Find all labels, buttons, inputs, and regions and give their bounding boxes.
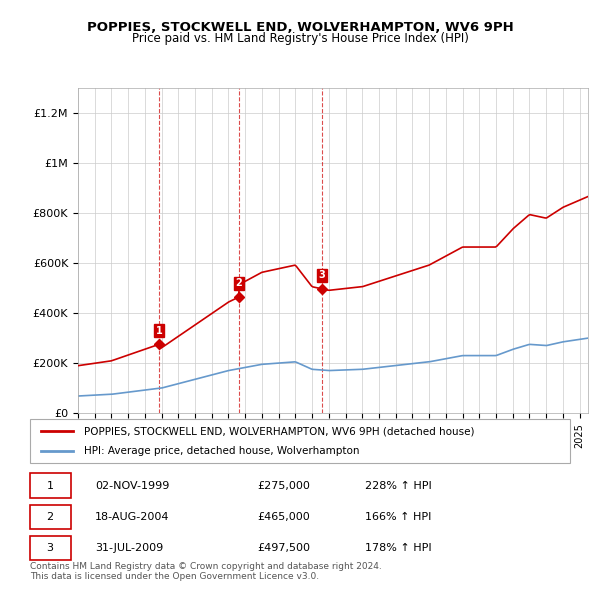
FancyBboxPatch shape	[30, 536, 71, 560]
Text: Contains HM Land Registry data © Crown copyright and database right 2024.: Contains HM Land Registry data © Crown c…	[30, 562, 382, 571]
Text: POPPIES, STOCKWELL END, WOLVERHAMPTON, WV6 9PH (detached house): POPPIES, STOCKWELL END, WOLVERHAMPTON, W…	[84, 427, 475, 436]
Text: 178% ↑ HPI: 178% ↑ HPI	[365, 543, 431, 553]
Text: 166% ↑ HPI: 166% ↑ HPI	[365, 512, 431, 522]
Text: 1: 1	[46, 481, 53, 491]
Text: 1: 1	[155, 326, 163, 336]
Text: POPPIES, STOCKWELL END, WOLVERHAMPTON, WV6 9PH: POPPIES, STOCKWELL END, WOLVERHAMPTON, W…	[86, 21, 514, 34]
Text: 31-JUL-2009: 31-JUL-2009	[95, 543, 163, 553]
Text: 02-NOV-1999: 02-NOV-1999	[95, 481, 169, 491]
FancyBboxPatch shape	[30, 473, 71, 498]
Text: £465,000: £465,000	[257, 512, 310, 522]
Text: £497,500: £497,500	[257, 543, 310, 553]
Text: 2: 2	[46, 512, 53, 522]
Text: Price paid vs. HM Land Registry's House Price Index (HPI): Price paid vs. HM Land Registry's House …	[131, 32, 469, 45]
Text: 3: 3	[46, 543, 53, 553]
Text: £275,000: £275,000	[257, 481, 310, 491]
Text: 18-AUG-2004: 18-AUG-2004	[95, 512, 169, 522]
FancyBboxPatch shape	[30, 504, 71, 529]
Text: 228% ↑ HPI: 228% ↑ HPI	[365, 481, 431, 491]
Text: This data is licensed under the Open Government Licence v3.0.: This data is licensed under the Open Gov…	[30, 572, 319, 581]
Text: 3: 3	[319, 270, 325, 280]
Text: 2: 2	[236, 278, 242, 288]
Text: HPI: Average price, detached house, Wolverhampton: HPI: Average price, detached house, Wolv…	[84, 446, 359, 455]
FancyBboxPatch shape	[30, 419, 570, 463]
